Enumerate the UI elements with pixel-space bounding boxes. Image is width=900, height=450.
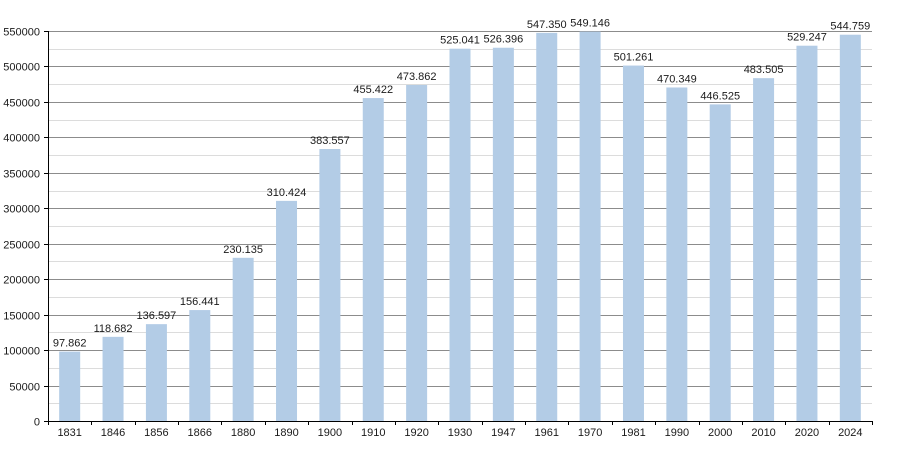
- data-label-1890: 310.424: [267, 187, 307, 199]
- bar-1890: [276, 200, 298, 421]
- y-tick-label: 0: [34, 417, 40, 429]
- y-tick-label: 250000: [3, 240, 40, 252]
- bar-1866: [189, 310, 211, 421]
- bar-1930: [449, 48, 471, 421]
- x-tick-label-1866: 1866: [188, 427, 212, 439]
- data-label-1910: 455.422: [353, 84, 393, 96]
- x-tick-label-1846: 1846: [101, 427, 125, 439]
- data-label-2000: 446.525: [700, 90, 740, 102]
- data-label-1961: 547.350: [527, 19, 567, 31]
- x-tick-label-1856: 1856: [144, 427, 168, 439]
- data-label-1880: 230.135: [223, 244, 263, 256]
- data-label-2010: 483.505: [744, 64, 784, 76]
- bar-2010: [753, 78, 775, 421]
- x-tick-label-2024: 2024: [838, 427, 862, 439]
- bar-1970: [579, 31, 601, 422]
- bar-2024: [839, 34, 861, 422]
- data-label-1856: 136.597: [137, 310, 177, 322]
- bar-1981: [622, 65, 644, 422]
- y-tick-label: 450000: [3, 98, 40, 110]
- x-tick-label-1910: 1910: [361, 427, 385, 439]
- x-tick-label-1920: 1920: [404, 427, 428, 439]
- bar-1920: [406, 84, 428, 421]
- x-tick-label-1831: 1831: [57, 427, 81, 439]
- data-label-1831: 97.862: [53, 338, 87, 350]
- y-tick-label: 400000: [3, 133, 40, 145]
- x-tick-label-1990: 1990: [665, 427, 689, 439]
- y-tick-label: 500000: [3, 62, 40, 74]
- bar-1900: [319, 149, 341, 421]
- x-tick-label-1930: 1930: [448, 427, 472, 439]
- y-tick-label: 100000: [3, 346, 40, 358]
- bar-1856: [145, 324, 167, 421]
- y-tick-label: 150000: [3, 311, 40, 323]
- axis-layer: [44, 31, 873, 425]
- x-tick-label-1981: 1981: [621, 427, 645, 439]
- bar-1846: [102, 336, 124, 421]
- bar-1910: [362, 98, 384, 422]
- data-label-1900: 383.557: [310, 135, 350, 147]
- data-label-1990: 470.349: [657, 73, 697, 85]
- x-tick-label-1947: 1947: [491, 427, 515, 439]
- y-tick-label: 200000: [3, 275, 40, 287]
- x-tick-label-2020: 2020: [795, 427, 819, 439]
- x-tick-label-1970: 1970: [578, 427, 602, 439]
- data-label-1981: 501.261: [614, 52, 654, 64]
- bar-1880: [232, 257, 254, 421]
- x-tick-label-2010: 2010: [751, 427, 775, 439]
- y-tick-label: 550000: [3, 27, 40, 39]
- bar-1990: [666, 87, 688, 421]
- x-tick-label-1961: 1961: [534, 427, 558, 439]
- y-tick-label: 300000: [3, 204, 40, 216]
- bar-1831: [59, 351, 81, 421]
- x-tick-label-2000: 2000: [708, 427, 732, 439]
- data-label-2024: 544.759: [830, 21, 870, 33]
- data-label-1846: 118.682: [94, 323, 133, 335]
- data-label-1866: 156.441: [180, 296, 220, 308]
- data-label-1920: 473.862: [397, 71, 437, 83]
- x-tick-label-1890: 1890: [274, 427, 298, 439]
- bars-layer: [59, 31, 861, 422]
- y-tick-label: 350000: [3, 169, 40, 181]
- data-label-2020: 529.247: [787, 32, 827, 44]
- data-label-1930: 525.041: [440, 35, 480, 47]
- y-tick-label: 50000: [9, 382, 40, 394]
- data-label-1947: 526.396: [483, 34, 523, 46]
- x-tick-label-1900: 1900: [318, 427, 342, 439]
- labels-layer: 0 50000 100000 150000 200000 250000 300000 3500…: [3, 18, 870, 439]
- x-tick-label-1880: 1880: [231, 427, 255, 439]
- bar-2020: [796, 45, 818, 422]
- bar-2000: [709, 104, 731, 422]
- data-label-1970: 549.146: [570, 18, 610, 30]
- bar-1961: [536, 32, 558, 421]
- bar-1947: [492, 47, 514, 422]
